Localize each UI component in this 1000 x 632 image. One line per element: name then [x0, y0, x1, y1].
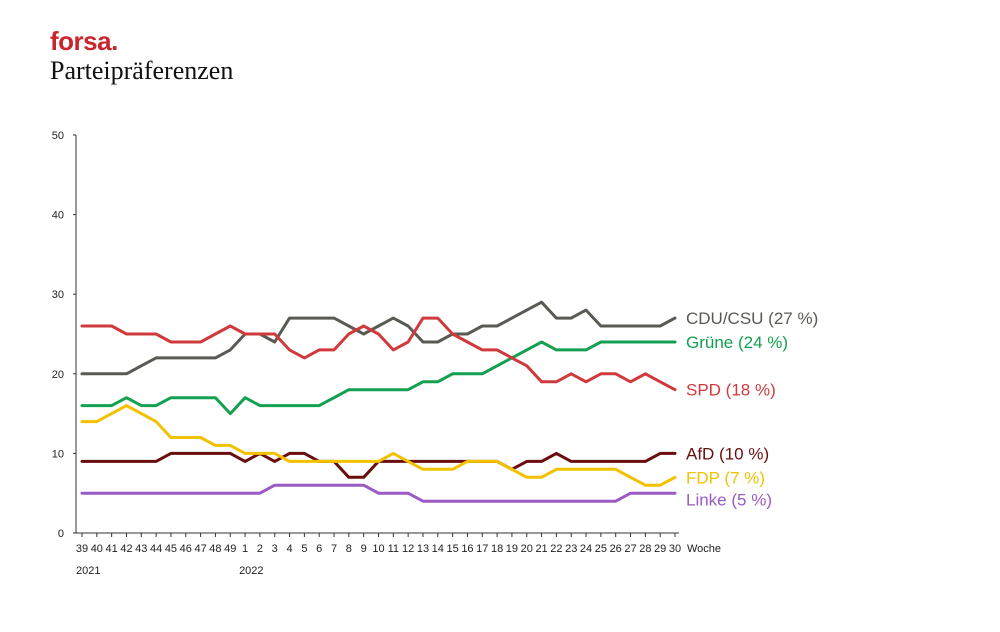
y-tick-label: 10: [52, 448, 64, 460]
x-tick-label: 9: [361, 543, 367, 555]
x-tick-label: 7: [331, 543, 337, 555]
year-label: 2021: [76, 565, 100, 577]
x-tick-label: 30: [669, 543, 681, 555]
y-tick-label: 50: [52, 130, 64, 142]
series-line-fdp: [80, 404, 677, 487]
series-line-spd: [80, 316, 677, 392]
y-tick-label: 40: [52, 210, 64, 222]
series-line-gr-ne: [80, 340, 677, 416]
x-tick-label: 12: [402, 543, 414, 555]
x-tick-label: 5: [301, 543, 307, 555]
x-tick-label: 18: [491, 543, 503, 555]
series-label-linke: Linke (5 %): [686, 490, 772, 509]
x-tick-label: 10: [372, 543, 384, 555]
x-tick-label: 15: [447, 543, 459, 555]
x-tick-label: 25: [595, 543, 607, 555]
x-tick-label: 23: [565, 543, 577, 555]
series-label-cdu-csu: CDU/CSU (27 %): [686, 309, 818, 328]
y-tick-label: 30: [52, 289, 64, 301]
x-tick-label: 39: [76, 543, 88, 555]
x-tick-label: 44: [150, 543, 162, 555]
series-label-gr-ne: Grüne (24 %): [686, 333, 788, 352]
x-tick-label: 8: [346, 543, 352, 555]
x-tick-label: 1: [242, 543, 248, 555]
x-tick-label: 2: [257, 543, 263, 555]
x-tick-label: 48: [209, 543, 221, 555]
x-tick-label: 47: [194, 543, 206, 555]
series-lines: [80, 300, 677, 503]
y-tick-label: 20: [52, 369, 64, 381]
x-tick-label: 11: [388, 543, 399, 555]
x-tick-label: 46: [180, 543, 192, 555]
series-labels: CDU/CSU (27 %) Grüne (24 %) SPD (18 %) AfD …: [686, 309, 818, 509]
x-tick-label: 40: [91, 543, 103, 555]
series-line-linke: [80, 483, 677, 503]
x-tick-label: 4: [286, 543, 292, 555]
series-label-afd: AfD (10 %): [686, 444, 769, 463]
x-tick-label: 24: [580, 543, 592, 555]
x-tick-label: 16: [461, 543, 473, 555]
year-label: 2022: [239, 565, 263, 577]
x-tick-label: 17: [476, 543, 488, 555]
chart-title: Parteipräferenzen: [50, 56, 234, 85]
x-tick-label: 3: [272, 543, 278, 555]
series-label-spd: SPD (18 %): [686, 381, 776, 400]
series-label-fdp: FDP (7 %): [686, 468, 765, 487]
x-tick-label: 20: [521, 543, 533, 555]
x-tick-label: 14: [432, 543, 444, 555]
x-tick-label: 19: [506, 543, 518, 555]
x-tick-label: 49: [224, 543, 236, 555]
x-tick-label: 22: [550, 543, 562, 555]
x-tick-label: 41: [106, 543, 118, 555]
x-tick-label: 6: [316, 543, 322, 555]
x-tick-label: 45: [165, 543, 177, 555]
x-tick-label: 29: [654, 543, 666, 555]
x-tick-label: 27: [624, 543, 636, 555]
brand-logo: forsa.: [50, 26, 118, 56]
x-tick-label: 28: [639, 543, 651, 555]
series-line-afd: [80, 451, 677, 479]
series-line-cdu-csu: [80, 300, 677, 376]
x-tick-label: 26: [610, 543, 622, 555]
y-tick-label: 0: [58, 528, 64, 540]
x-tick-label: 42: [120, 543, 132, 555]
x-axis-label: Woche: [687, 543, 721, 555]
x-tick-label: 21: [535, 543, 547, 555]
x-tick-label: 13: [417, 543, 429, 555]
x-tick-label: 43: [135, 543, 147, 555]
